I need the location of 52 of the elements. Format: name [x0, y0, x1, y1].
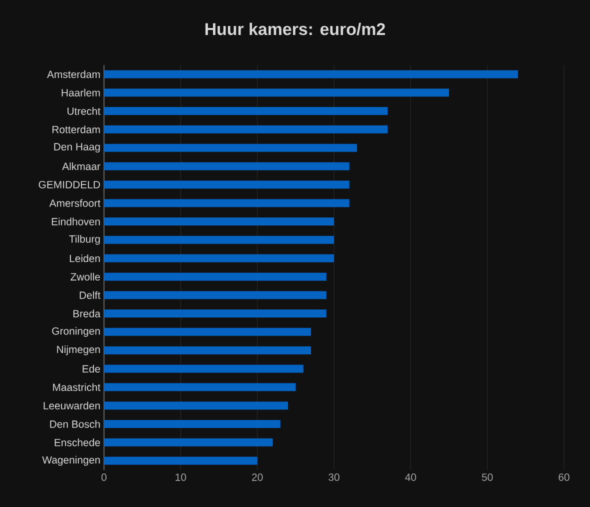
y-tick-label: GEMIDDELD — [38, 180, 100, 188]
bar — [104, 328, 311, 336]
y-tick-label: Groningen — [52, 327, 100, 337]
bar — [104, 402, 288, 410]
bar — [104, 236, 334, 244]
y-tick-label: Eindhoven — [52, 218, 100, 226]
bar — [104, 144, 357, 152]
bar — [104, 272, 326, 281]
bar — [104, 291, 326, 300]
y-tick-label: Ede — [82, 364, 100, 373]
bar — [104, 254, 334, 262]
y-tick-label: Nijmegen — [57, 345, 100, 356]
bar — [104, 346, 311, 354]
bar — [104, 456, 258, 465]
bar — [104, 217, 334, 226]
y-tick-label: Amersfoort — [49, 199, 100, 207]
bar — [104, 180, 350, 189]
bar — [104, 125, 388, 134]
bar — [104, 70, 518, 78]
y-tick-label: Haarlem — [62, 88, 100, 96]
y-tick-label: Leeuwarden — [44, 402, 100, 410]
bar — [104, 199, 350, 208]
chart-title: Huur kamers: euro/m2 — [205, 22, 385, 36]
x-tick-label: 10 — [176, 474, 186, 481]
y-tick-label: Tilburg — [69, 235, 100, 245]
y-tick-label: Alkmaar — [62, 162, 100, 170]
y-tick-label: Zwolle — [70, 272, 100, 281]
x-tick-label: 0 — [102, 474, 106, 481]
y-tick-label: Amsterdam — [47, 70, 100, 78]
bar — [104, 383, 296, 392]
bar — [104, 162, 350, 170]
bar — [104, 420, 280, 428]
y-tick-label: Breda — [73, 310, 100, 318]
y-tick-label: Leiden — [70, 254, 100, 262]
y-tick-label: Den Haag — [54, 143, 100, 153]
y-tick-label: Den Bosch — [50, 420, 100, 428]
y-tick-label: Delft — [80, 291, 100, 299]
y-tick-label: Maastricht — [53, 383, 100, 392]
bar — [104, 438, 273, 446]
y-tick-label: Rotterdam — [52, 126, 100, 134]
x-tick-label: 40 — [405, 474, 416, 481]
bar — [104, 88, 449, 97]
x-tick-label: 50 — [482, 474, 493, 481]
bar — [104, 364, 304, 373]
y-tick-label: Wageningen — [42, 456, 100, 466]
x-tick-label: 20 — [252, 474, 263, 481]
y-tick-label: Utrecht — [68, 107, 100, 115]
bar — [104, 310, 326, 318]
x-tick-label: 30 — [328, 474, 340, 481]
x-tick-label: 60 — [558, 474, 570, 481]
y-tick-label: Enschede — [54, 438, 100, 446]
bar — [104, 107, 388, 116]
